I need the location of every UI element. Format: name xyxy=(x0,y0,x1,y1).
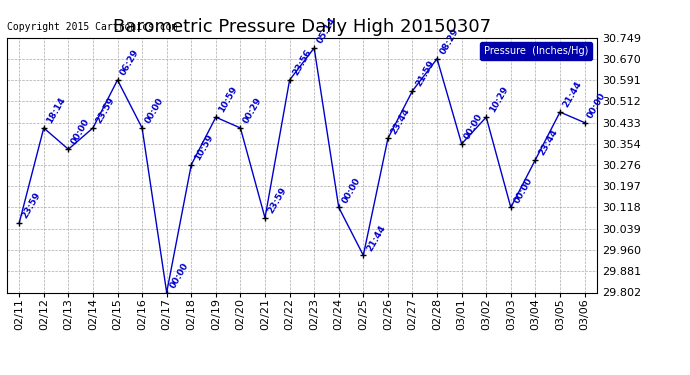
Text: 10:59: 10:59 xyxy=(217,85,239,114)
Text: 00:00: 00:00 xyxy=(463,112,485,141)
Text: 00:00: 00:00 xyxy=(512,176,534,205)
Text: 21:44: 21:44 xyxy=(562,80,584,109)
Text: 05:14: 05:14 xyxy=(315,16,337,45)
Text: 06:29: 06:29 xyxy=(119,48,141,77)
Legend: Pressure  (Inches/Hg): Pressure (Inches/Hg) xyxy=(480,42,592,60)
Text: 23:44: 23:44 xyxy=(537,128,559,157)
Text: 00:00: 00:00 xyxy=(340,176,362,205)
Text: 10:29: 10:29 xyxy=(488,85,510,114)
Text: 21:44: 21:44 xyxy=(365,223,387,253)
Text: 00:00: 00:00 xyxy=(70,118,92,147)
Text: 00:00: 00:00 xyxy=(168,261,190,290)
Text: 18:14: 18:14 xyxy=(45,96,68,125)
Title: Barometric Pressure Daily High 20150307: Barometric Pressure Daily High 20150307 xyxy=(112,18,491,36)
Text: 00:00: 00:00 xyxy=(586,91,608,120)
Text: 23:59: 23:59 xyxy=(21,191,43,220)
Text: 08:29: 08:29 xyxy=(438,27,460,56)
Text: 23:44: 23:44 xyxy=(389,106,411,136)
Text: 00:29: 00:29 xyxy=(241,96,264,125)
Text: 23:56: 23:56 xyxy=(291,48,313,77)
Text: 23:59: 23:59 xyxy=(266,186,288,215)
Text: 23:59: 23:59 xyxy=(95,96,117,125)
Text: 10:59: 10:59 xyxy=(193,133,215,162)
Text: Copyright 2015 Cartronics.com: Copyright 2015 Cartronics.com xyxy=(7,22,177,32)
Text: 00:00: 00:00 xyxy=(144,96,166,125)
Text: 21:59: 21:59 xyxy=(414,58,436,88)
